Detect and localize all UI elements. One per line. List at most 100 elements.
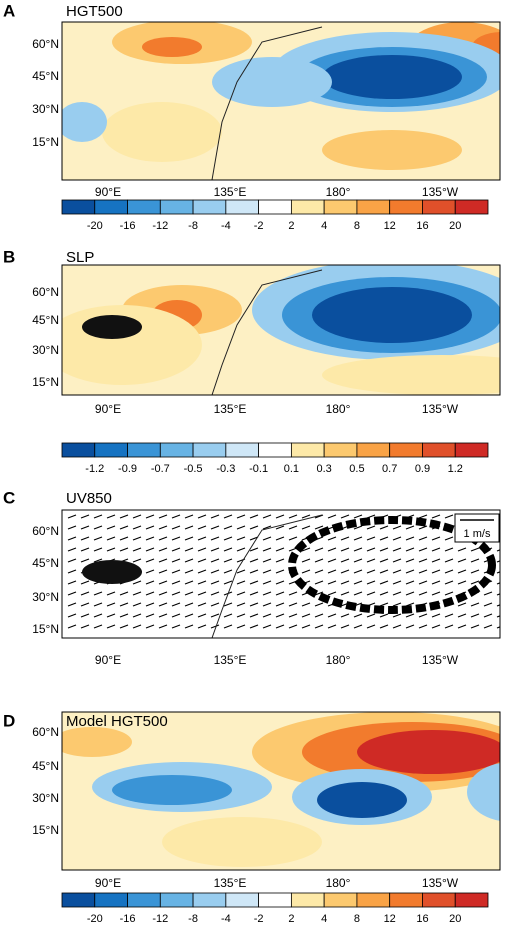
wind-vector [340, 580, 350, 585]
wind-vector [132, 613, 142, 618]
wind-vector [327, 591, 337, 596]
wind-vector [184, 569, 194, 574]
wind-vector [119, 514, 129, 519]
tibet [82, 560, 142, 584]
wind-vector [236, 525, 246, 530]
wind-vector [288, 514, 298, 519]
wind-vector [80, 613, 90, 618]
wind-vector [418, 558, 428, 563]
colorbar-box [454, 199, 489, 215]
wind-vector [457, 558, 467, 563]
wind-vector [80, 525, 90, 530]
wind-vector [132, 525, 142, 530]
wind-vector [184, 602, 194, 607]
wind-vector [236, 613, 246, 618]
colorbar-box [258, 442, 292, 458]
wind-vector [301, 514, 311, 519]
map-frame [61, 21, 501, 181]
wind-vector [197, 558, 207, 563]
wind-vector [67, 525, 77, 530]
lon-label: 180° [326, 185, 351, 199]
wind-vector [418, 536, 428, 541]
wind-vector [145, 525, 155, 530]
wind-vector [340, 613, 350, 618]
wind-vector [67, 536, 77, 541]
lon-label: 135°E [214, 185, 247, 199]
wind-vector [184, 558, 194, 563]
colorbar-box [61, 442, 96, 458]
wind-vector [340, 514, 350, 519]
wind-vector [496, 626, 500, 629]
wind-vector [236, 536, 246, 541]
wind-vector [275, 514, 285, 519]
colorbar-label: 16 [416, 220, 428, 232]
wind-vector [184, 591, 194, 596]
map [62, 265, 500, 395]
wind-vector [262, 558, 272, 563]
wind-vector [80, 602, 90, 607]
map [62, 712, 500, 870]
coastline [211, 269, 323, 395]
wind-vector [236, 580, 246, 585]
wind-vector [496, 571, 500, 574]
colorbar-box [454, 892, 489, 908]
reference-label: 1 m/s [464, 528, 491, 540]
lon-label: 180° [326, 876, 351, 890]
wind-vector [288, 536, 298, 541]
wind-vector [327, 624, 337, 629]
wind-vector [158, 558, 168, 563]
wind-vector [366, 536, 376, 541]
wind-vector [210, 569, 220, 574]
wind-vector [301, 624, 311, 629]
wind-vector [210, 525, 220, 530]
wind-vector [249, 624, 259, 629]
colorbar-box [159, 199, 194, 215]
wind-vector [431, 536, 441, 541]
wind-vector [379, 547, 389, 552]
colorbar-box [389, 199, 423, 215]
wind-vector [171, 558, 181, 563]
colorbar-label: -0.5 [184, 463, 203, 475]
wind-vector [210, 591, 220, 596]
wind-vector [418, 591, 428, 596]
colorbar-box [94, 199, 128, 215]
wind-vector [470, 624, 480, 629]
wind-vector [405, 580, 415, 585]
panel-letter: A [3, 1, 15, 20]
wind-vector [158, 569, 168, 574]
wind-vector [327, 580, 337, 585]
wind-vector [236, 569, 246, 574]
wind-vector [223, 602, 233, 607]
wind-vector [353, 613, 363, 618]
panel-letter: C [3, 488, 15, 507]
wind-vector [119, 613, 129, 618]
wind-vector [171, 536, 181, 541]
colorbar-label: 0.1 [284, 463, 299, 475]
colorbar-label: -16 [120, 913, 136, 925]
wind-vector [301, 569, 311, 574]
wind-vector [197, 569, 207, 574]
wind-vector [93, 525, 103, 530]
wind-vector [392, 580, 402, 585]
wind-vector [262, 624, 272, 629]
lat-label: 30°N [32, 343, 59, 357]
wind-vector [145, 514, 155, 519]
wind-vector [288, 602, 298, 607]
colorbar-box [323, 199, 358, 215]
wind-vector [210, 558, 220, 563]
wind-vector [184, 536, 194, 541]
colorbar-label: -16 [120, 220, 136, 232]
wind-vector [93, 624, 103, 629]
wind-vector [496, 582, 500, 585]
wind-vector [470, 569, 480, 574]
wind-vector [197, 591, 207, 596]
wind-vector [275, 580, 285, 585]
wind-vector [353, 536, 363, 541]
wind-vector [301, 602, 311, 607]
wind-vector [314, 558, 324, 563]
wind-vector [431, 558, 441, 563]
wind-vector [158, 525, 168, 530]
wind-vector [470, 547, 480, 552]
wind-vector [392, 558, 402, 563]
